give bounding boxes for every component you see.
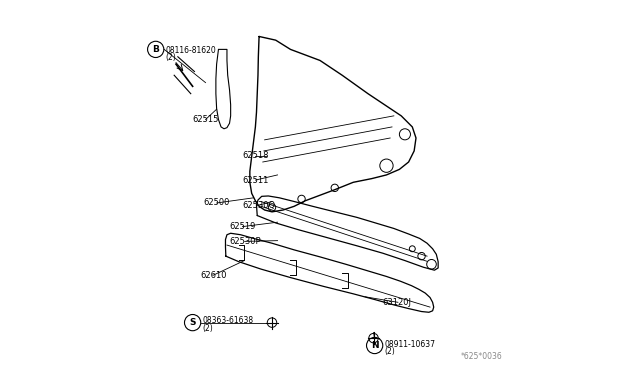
Text: 62511: 62511 bbox=[243, 176, 269, 185]
Text: S: S bbox=[189, 318, 196, 327]
Text: (2): (2) bbox=[203, 324, 213, 333]
Text: B: B bbox=[152, 45, 159, 54]
Text: (2): (2) bbox=[385, 347, 396, 356]
Text: (2): (2) bbox=[166, 53, 177, 62]
Text: 62519: 62519 bbox=[230, 222, 256, 231]
Text: 62610: 62610 bbox=[200, 271, 227, 280]
Text: 63120J: 63120J bbox=[383, 298, 412, 307]
Text: 62518: 62518 bbox=[243, 151, 269, 160]
Text: 62530P: 62530P bbox=[230, 237, 261, 246]
Text: 62500: 62500 bbox=[204, 199, 230, 208]
Text: 08911-10637: 08911-10637 bbox=[385, 340, 436, 349]
Text: *625*0036: *625*0036 bbox=[460, 352, 502, 361]
Text: 62515: 62515 bbox=[193, 115, 219, 124]
Text: N: N bbox=[371, 341, 378, 350]
Text: 08363-61638: 08363-61638 bbox=[203, 316, 253, 325]
Text: 08116-81620: 08116-81620 bbox=[166, 46, 216, 55]
Text: 62530Q: 62530Q bbox=[243, 201, 276, 210]
